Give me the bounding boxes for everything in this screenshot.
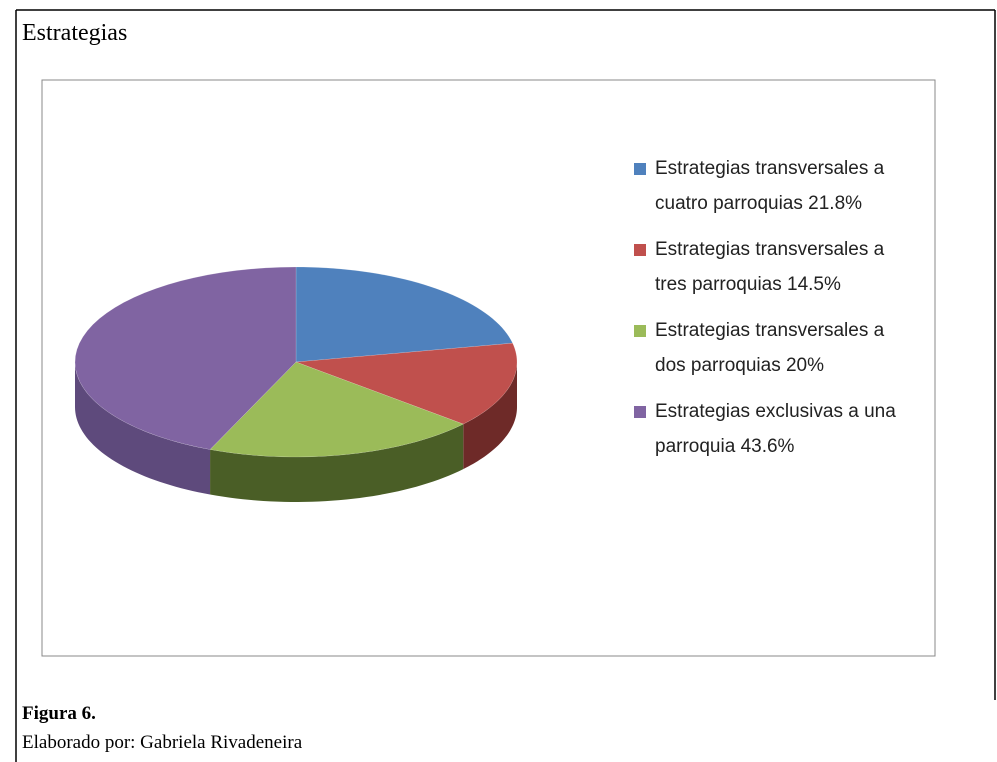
heading: Estrategias — [22, 20, 128, 46]
pie-slice-side — [463, 362, 517, 470]
legend-value: 43.6% — [740, 435, 795, 457]
legend-swatch — [634, 244, 646, 256]
figure-label: Figura 6. — [22, 703, 96, 724]
legend-item: Estrategias transversales a dos parroqui… — [634, 314, 910, 383]
legend-item: Estrategias transversales a cuatro parro… — [634, 152, 910, 221]
legend-swatch — [634, 325, 646, 337]
legend-value: 14.5% — [787, 273, 841, 295]
legend-label: Estrategias transversales a dos parroqui… — [655, 320, 885, 376]
legend-label: Estrategias transversales a cuatro parro… — [655, 158, 885, 214]
legend-item: Estrategias transversales a tres parroqu… — [634, 233, 910, 302]
pie — [74, 266, 518, 502]
credit: Elaborado por: Gabriela Rivadeneira — [22, 732, 303, 753]
legend-label: Estrategias transversales a tres parroqu… — [655, 239, 885, 295]
legend-value: 20% — [785, 354, 825, 376]
legend: Estrategias transversales a cuatro parro… — [634, 152, 910, 476]
pie-slice-side — [75, 362, 211, 495]
pie-slice-side — [210, 424, 464, 502]
legend-swatch — [634, 406, 646, 418]
pie-slice — [295, 266, 513, 363]
legend-value: 21.8% — [808, 192, 863, 214]
pie-slice — [209, 361, 464, 458]
legend-label: Estrategias exclusivas a una parroquia — [655, 401, 896, 457]
legend-swatch — [634, 163, 646, 175]
pie-slice — [74, 266, 297, 450]
pie-slice — [295, 342, 518, 425]
legend-item: Estrategias exclusivas a una parroquia 4… — [634, 395, 910, 464]
